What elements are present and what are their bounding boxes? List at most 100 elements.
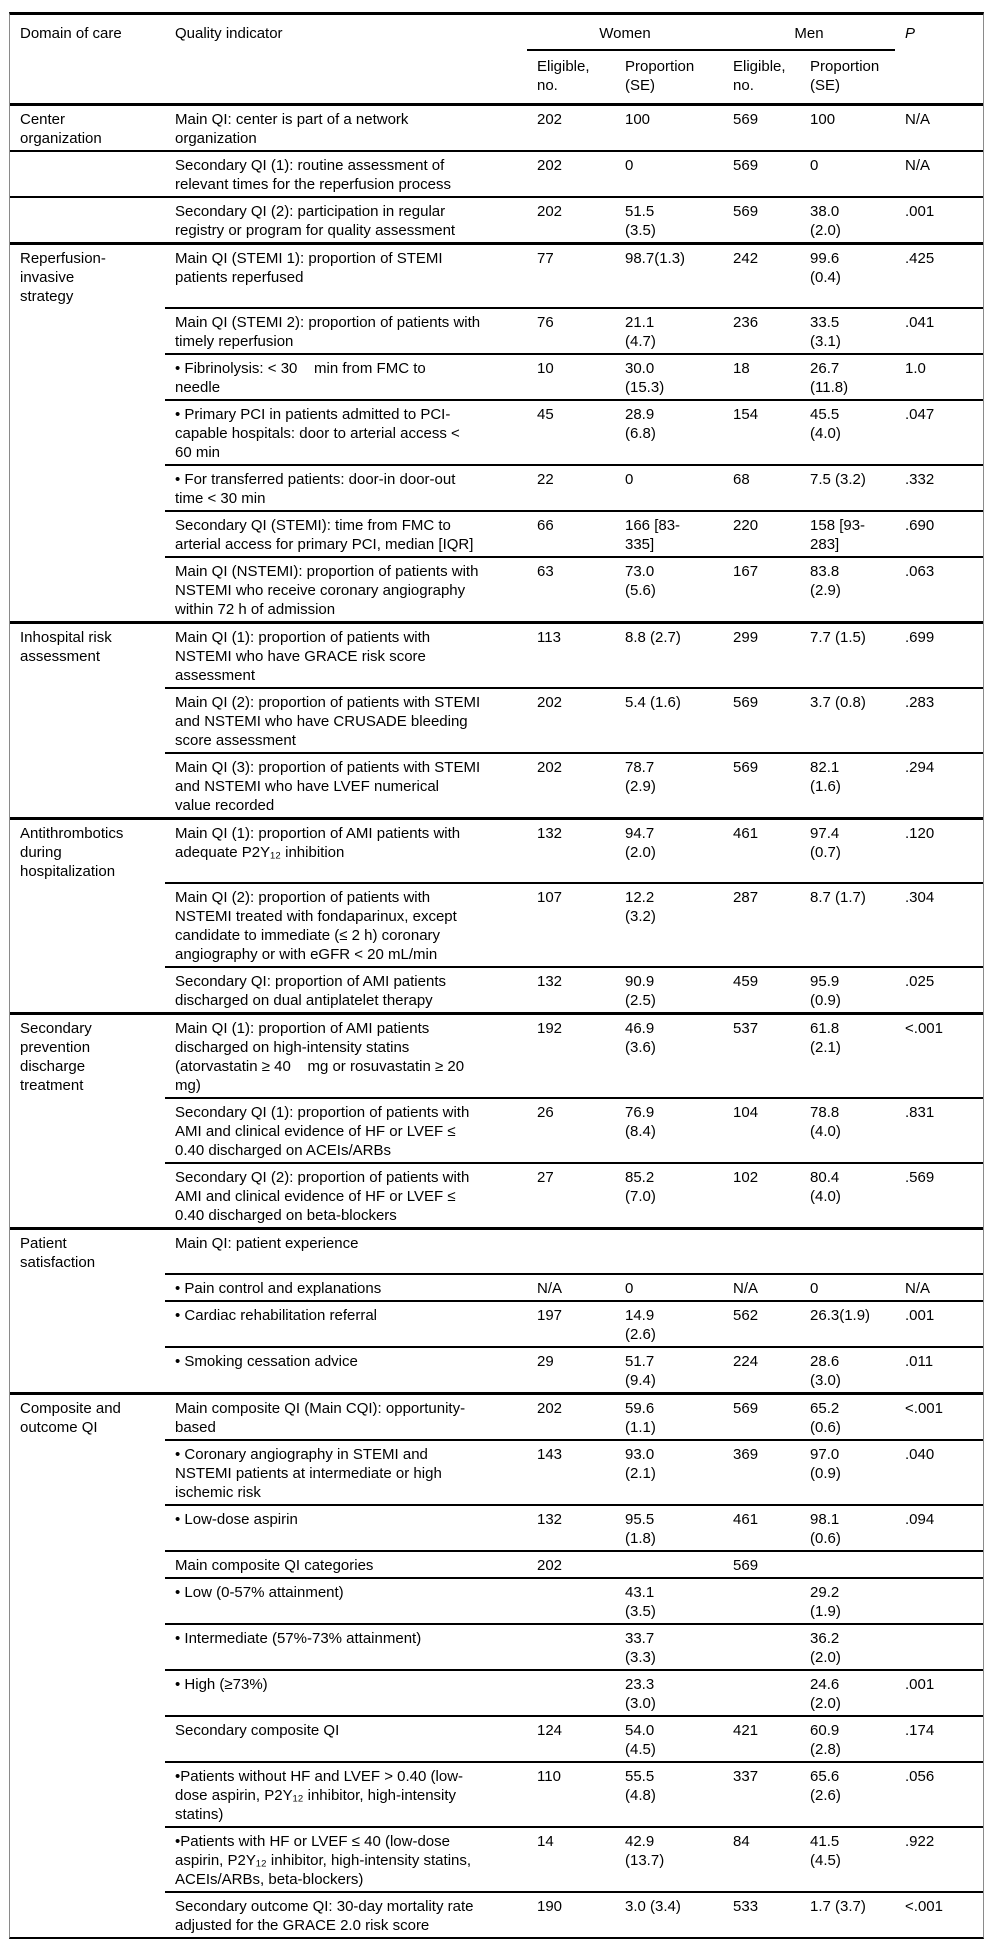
women-eligible-cell: 124 [527,1716,615,1763]
quality-indicator-cell: Main QI (2): proportion of patients with… [165,688,527,754]
domain-of-care-cell [10,354,165,400]
domain-of-care-cell [10,1892,165,1937]
men-proportion-cell: 0 [800,1274,896,1302]
women-proportion-cell: 23.3 (3.0) [615,1670,724,1717]
domain-of-care-cell [10,557,165,624]
domain-of-care-cell [10,1578,165,1624]
table-row: • Pain control and explanations N/A 0 N/… [10,1274,984,1302]
domain-of-care-cell [10,967,165,1015]
men-proportion-cell: 98.1 (0.6) [800,1505,896,1552]
table-row: Secondary QI (1): proportion of patients… [10,1098,984,1164]
table-row: Secondary QI: proportion of AMI patients… [10,967,984,1015]
table-row: • Smoking cessation advice 29 51.7 (9.4)… [10,1347,984,1395]
domain-of-care-cell [10,1347,165,1395]
domain-of-care-cell [10,1624,165,1670]
quality-indicator-cell: Main QI (NSTEMI): proportion of patients… [165,557,527,624]
header-row-groups: Domain of care Quality indicator Women M… [10,15,984,106]
men-proportion-cell [800,1551,896,1579]
p-value-cell: .304 [895,883,984,968]
col-group-men: Men [723,15,896,51]
table-row: • Cardiac rehabilitation referral 197 14… [10,1301,984,1348]
domain-of-care-cell [10,883,165,967]
women-eligible-cell: 202 [527,688,615,754]
domain-of-care-cell [10,400,165,465]
table-row: • For transferred patients: door-in door… [10,465,984,512]
men-eligible-cell: 569 [723,1551,801,1579]
header-row-subcolumns: Eligible, no. Proportion (SE) Eligible, … [10,50,983,106]
women-eligible-cell: 132 [527,967,615,1015]
women-eligible-cell: 76 [527,308,615,355]
men-eligible-cell: 337 [723,1762,801,1828]
men-proportion-cell: 97.4 (0.7) [800,818,896,884]
table-row: Secondary prevention discharge treatment… [10,1013,984,1099]
quality-indicator-cell: Secondary QI (2): participation in regul… [165,197,527,245]
p-value-cell: .047 [895,400,984,466]
p-value-cell: 1.0 [895,354,984,401]
men-eligible-cell [723,1228,801,1275]
quality-indicator-cell: Main composite QI categories [165,1551,527,1579]
men-proportion-cell: 45.5 (4.0) [800,400,896,466]
table-row: • Intermediate (57%-73% attainment) 33.7… [10,1624,984,1671]
men-proportion-cell: 29.2 (1.9) [800,1578,896,1625]
men-proportion-cell: 65.2 (0.6) [800,1393,896,1441]
table-header: Domain of care Quality indicator Women M… [10,15,984,106]
women-proportion-cell: 94.7 (2.0) [615,818,724,884]
table-row: Main QI (NSTEMI): proportion of patients… [10,557,984,624]
p-value-cell: .040 [895,1440,984,1506]
men-eligible-cell: 287 [723,883,801,968]
p-value-cell: .425 [895,243,984,309]
p-value-cell [895,1228,984,1275]
men-proportion-cell: 61.8 (2.1) [800,1013,896,1099]
table-row: • Coronary angiography in STEMI and NSTE… [10,1440,984,1506]
women-eligible-cell: 66 [527,511,615,558]
table-row: Secondary outcome QI: 30-day mortality r… [10,1892,983,1937]
men-proportion-cell: 78.8 (4.0) [800,1098,896,1164]
quality-indicator-cell: Main QI (1): proportion of AMI patients … [165,1013,527,1099]
table-row: Secondary QI (2): proportion of patients… [10,1163,984,1230]
women-eligible-cell [527,1670,615,1717]
quality-indicator-cell: Secondary QI (1): proportion of patients… [165,1098,527,1164]
domain-of-care-cell [10,688,165,753]
men-eligible-cell: 104 [723,1098,801,1164]
men-proportion-cell: 65.6 (2.6) [800,1762,896,1828]
quality-indicator-cell: • Primary PCI in patients admitted to PC… [165,400,527,466]
domain-of-care-cell [10,1670,165,1716]
table-row: • High (≥73%) 23.3 (3.0) 24.6 (2.0) .001 [10,1670,984,1717]
men-eligible-cell [723,1578,801,1625]
men-proportion-cell: 158 [93- 283] [800,511,896,558]
men-proportion-cell: 36.2 (2.0) [800,1624,896,1671]
women-eligible-cell: 197 [527,1301,615,1348]
women-eligible-cell: 132 [527,818,615,884]
women-proportion-cell: 5.4 (1.6) [615,688,724,754]
men-eligible-cell: 224 [723,1347,801,1395]
quality-indicator-cell: Main QI: patient experience [165,1228,527,1275]
men-proportion-cell: 41.5 (4.5) [800,1827,896,1893]
women-eligible-cell: 77 [527,243,615,309]
women-eligible-cell: 190 [537,1898,563,1915]
men-eligible-cell: 459 [723,967,801,1015]
table-row: Reperfusion- invasive strategy Main QI (… [10,243,984,309]
table-row: Main composite QI categories 202 569 [10,1551,984,1579]
p-value-cell: <.001 [895,1393,984,1441]
men-eligible-cell: 562 [723,1301,801,1348]
p-value-cell: N/A [895,1274,984,1302]
men-proportion-cell: 3.7 (0.8) [800,688,896,754]
women-proportion-cell: 98.7(1.3) [615,243,724,309]
women-eligible-cell: 27 [527,1163,615,1230]
quality-indicator-cell: Main QI (1): proportion of patients with… [165,622,527,689]
quality-indicator-cell: • Fibrinolysis: < 30 min from FMC to nee… [165,354,527,401]
men-proportion-cell: 7.5 (3.2) [800,465,896,512]
quality-indicator-cell: • Low-dose aspirin [165,1505,527,1552]
domain-of-care-cell: Antithrombotics during hospitalization [20,825,124,880]
men-eligible-cell: 533 [733,1898,759,1915]
table-row: Antithrombotics during hospitalization M… [10,818,984,884]
women-proportion-cell: 0 [615,151,724,198]
domain-of-care-cell [10,1505,165,1551]
women-proportion-cell: 76.9 (8.4) [615,1098,724,1164]
women-eligible-cell: 63 [527,557,615,624]
men-proportion-cell: 24.6 (2.0) [800,1670,896,1717]
domain-of-care-cell [10,753,165,820]
quality-indicator-cell: • Cardiac rehabilitation referral [165,1301,527,1348]
women-eligible-cell [527,1578,615,1625]
women-proportion-cell: 46.9 (3.6) [615,1013,724,1099]
